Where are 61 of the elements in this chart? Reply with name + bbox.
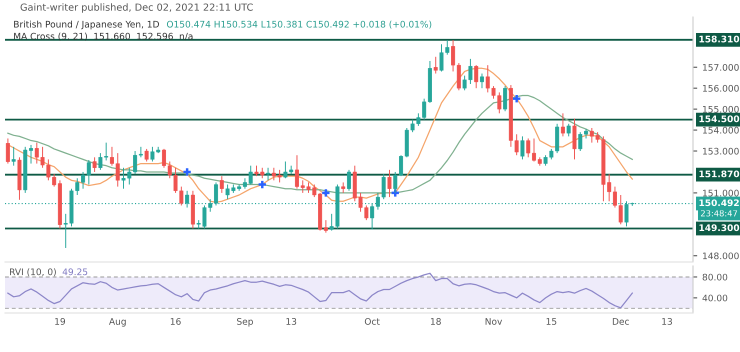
candlestick: [480, 73, 484, 89]
ref-line-label: 149.300: [700, 224, 740, 232]
text: 23:48:47: [700, 210, 738, 216]
candlestick: [341, 182, 346, 194]
ref-line-label: 151.870: [700, 170, 740, 178]
annotation: MA Cross (9, 21): [14, 32, 87, 41]
annotation: 152.596: [137, 32, 173, 40]
candlestick: [266, 167, 270, 181]
candlestick: [347, 169, 351, 192]
annotation: 151.660: [94, 32, 130, 40]
y-tick-label: 157.000: [703, 64, 739, 71]
annotation: 49.25: [62, 268, 88, 276]
candlestick: [220, 176, 224, 194]
candlestick: [324, 220, 328, 234]
x-tick-label: 13: [662, 318, 672, 325]
candlestick: [572, 118, 576, 160]
chart-title: British Pound / Japanese Yen, 1D: [14, 20, 159, 30]
candlestick: [226, 184, 230, 200]
candlestick: [462, 75, 467, 91]
x-tick-label: 13: [286, 318, 296, 325]
candlestick: [520, 136, 524, 160]
candlestick: [468, 58, 472, 84]
candlestick: [503, 86, 508, 112]
chart-subtitle: Gaint-writer published, Dec 02, 2021 22:11 UTC: [20, 3, 253, 13]
ref-line-label: 158.310: [700, 36, 740, 42]
y-tick-label: 154.000: [703, 126, 739, 134]
y-tick-label: 151.000: [703, 190, 739, 196]
ref-line-label: 154.500: [700, 115, 740, 122]
x-tick-label: 15: [546, 318, 556, 325]
y-tick-label: 148.000: [703, 252, 739, 260]
x-tick-label: 16: [170, 318, 181, 325]
point: [322, 189, 330, 197]
ref-line-label: 150.492: [700, 199, 739, 206]
candlestick: [387, 169, 392, 198]
x-tick-label: 18: [430, 318, 441, 325]
point: [183, 168, 191, 176]
annotation: n/a: [180, 32, 193, 40]
candlestick: [560, 112, 565, 137]
candlestick: [92, 156, 97, 172]
y-tick-label: 80.00: [702, 274, 728, 281]
x-tick-label: Aug: [108, 318, 126, 327]
y-tick-label: 155.000: [703, 106, 739, 113]
chart-title: RVI (10, 0): [10, 268, 56, 276]
candlestick: [434, 56, 438, 74]
x-tick-label: Sep: [237, 318, 253, 327]
candlestick: [6, 138, 10, 164]
candlestick: [12, 146, 16, 166]
y-tick-label: 156.000: [703, 84, 739, 92]
candlestick: [474, 64, 478, 89]
x-tick-label: 19: [55, 318, 66, 325]
x-tick-label: Nov: [486, 318, 502, 325]
y-tick-label: 153.000: [703, 148, 739, 155]
candlestick: [566, 123, 571, 137]
point: [392, 189, 399, 197]
point: [258, 180, 266, 188]
x-tick-label: Dec: [612, 318, 629, 325]
y-tick-label: 40.00: [702, 294, 728, 302]
point: [512, 94, 520, 102]
x-tick-label: Oct: [364, 318, 380, 325]
candlestick: [144, 148, 149, 162]
annotation: O150.474 H150.534 L150.381 C150.492 +0.018 (+0.01%): [166, 20, 432, 29]
